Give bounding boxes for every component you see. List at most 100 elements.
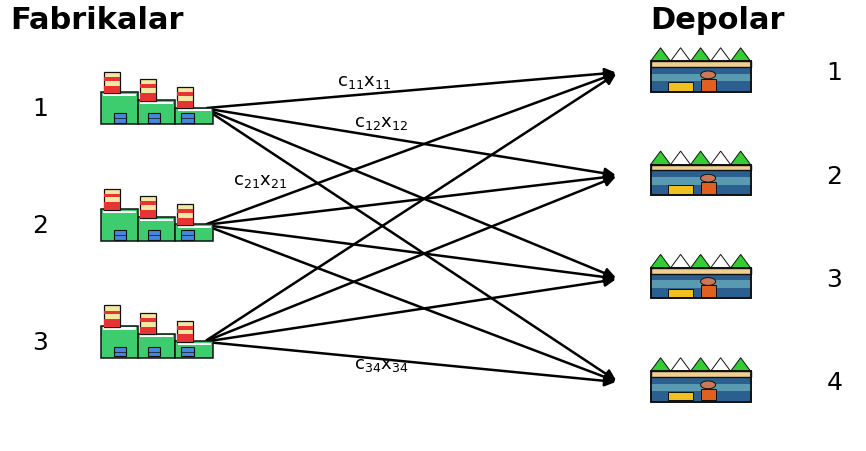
Polygon shape <box>114 230 126 240</box>
Polygon shape <box>711 49 731 62</box>
Text: $\mathrm{c_{34}x_{34}}$: $\mathrm{c_{34}x_{34}}$ <box>354 355 409 373</box>
Polygon shape <box>178 343 210 345</box>
Polygon shape <box>114 347 126 357</box>
Polygon shape <box>670 255 690 268</box>
Text: $\mathrm{c_{12}x_{12}}$: $\mathrm{c_{12}x_{12}}$ <box>354 114 408 131</box>
Polygon shape <box>139 334 175 358</box>
Polygon shape <box>103 211 136 213</box>
Polygon shape <box>731 358 751 372</box>
Polygon shape <box>668 392 693 400</box>
Polygon shape <box>104 319 120 327</box>
Polygon shape <box>650 372 751 377</box>
Text: 3: 3 <box>826 267 843 291</box>
Polygon shape <box>177 101 192 109</box>
Polygon shape <box>100 93 139 125</box>
Polygon shape <box>175 225 213 242</box>
Polygon shape <box>690 49 711 62</box>
Polygon shape <box>139 217 175 242</box>
Polygon shape <box>650 358 670 372</box>
Text: Depolar: Depolar <box>650 6 785 35</box>
Polygon shape <box>650 152 670 165</box>
Polygon shape <box>731 49 751 62</box>
Polygon shape <box>182 114 194 124</box>
Text: 1: 1 <box>32 97 48 121</box>
Polygon shape <box>140 196 156 218</box>
Polygon shape <box>182 230 194 240</box>
Polygon shape <box>670 152 690 165</box>
Polygon shape <box>104 189 120 210</box>
Polygon shape <box>650 255 670 268</box>
Polygon shape <box>670 358 690 372</box>
Polygon shape <box>140 336 173 338</box>
Polygon shape <box>103 95 136 97</box>
Polygon shape <box>100 326 139 358</box>
Polygon shape <box>140 202 156 206</box>
Polygon shape <box>701 183 715 194</box>
Polygon shape <box>650 377 751 402</box>
Polygon shape <box>140 318 156 322</box>
Polygon shape <box>177 335 192 342</box>
Polygon shape <box>178 227 210 229</box>
Polygon shape <box>140 211 156 218</box>
Polygon shape <box>177 218 192 226</box>
Polygon shape <box>731 255 751 268</box>
Polygon shape <box>140 313 156 335</box>
Polygon shape <box>177 210 192 213</box>
Polygon shape <box>650 49 670 62</box>
Polygon shape <box>140 219 173 221</box>
Text: 4: 4 <box>826 370 843 394</box>
Polygon shape <box>140 80 156 101</box>
Polygon shape <box>731 152 751 165</box>
Polygon shape <box>104 194 120 198</box>
Polygon shape <box>177 327 192 330</box>
Polygon shape <box>650 274 751 299</box>
Polygon shape <box>701 80 715 91</box>
Text: $\mathrm{c_{11}x_{11}}$: $\mathrm{c_{11}x_{11}}$ <box>337 73 391 91</box>
Polygon shape <box>177 93 192 97</box>
Text: Fabrikalar: Fabrikalar <box>10 6 184 35</box>
Polygon shape <box>650 68 751 92</box>
Polygon shape <box>668 186 693 194</box>
Polygon shape <box>175 341 213 358</box>
Polygon shape <box>690 255 711 268</box>
Polygon shape <box>140 85 156 89</box>
Polygon shape <box>701 389 715 400</box>
Polygon shape <box>148 230 160 240</box>
Polygon shape <box>670 49 690 62</box>
Polygon shape <box>148 347 160 357</box>
Polygon shape <box>148 114 160 124</box>
Polygon shape <box>650 268 751 274</box>
Polygon shape <box>690 358 711 372</box>
Polygon shape <box>711 358 731 372</box>
Polygon shape <box>711 255 731 268</box>
Polygon shape <box>104 78 120 82</box>
Polygon shape <box>140 102 173 105</box>
Polygon shape <box>100 209 139 242</box>
Polygon shape <box>175 108 213 125</box>
Polygon shape <box>650 62 751 68</box>
Polygon shape <box>650 165 751 171</box>
Polygon shape <box>182 347 194 357</box>
Text: 3: 3 <box>32 330 48 354</box>
Polygon shape <box>103 328 136 330</box>
Polygon shape <box>104 306 120 327</box>
Polygon shape <box>650 281 751 288</box>
Polygon shape <box>711 152 731 165</box>
Polygon shape <box>668 83 693 91</box>
Polygon shape <box>650 384 751 391</box>
Polygon shape <box>114 114 126 124</box>
Polygon shape <box>177 204 192 226</box>
Polygon shape <box>104 311 120 314</box>
Polygon shape <box>668 289 693 298</box>
Circle shape <box>701 381 715 389</box>
Text: 2: 2 <box>826 164 843 188</box>
Circle shape <box>701 278 715 286</box>
Circle shape <box>701 175 715 183</box>
Text: 2: 2 <box>32 213 48 238</box>
Polygon shape <box>140 94 156 101</box>
Polygon shape <box>650 74 751 82</box>
Polygon shape <box>140 327 156 335</box>
Circle shape <box>701 72 715 80</box>
Polygon shape <box>177 88 192 109</box>
Polygon shape <box>139 101 175 125</box>
